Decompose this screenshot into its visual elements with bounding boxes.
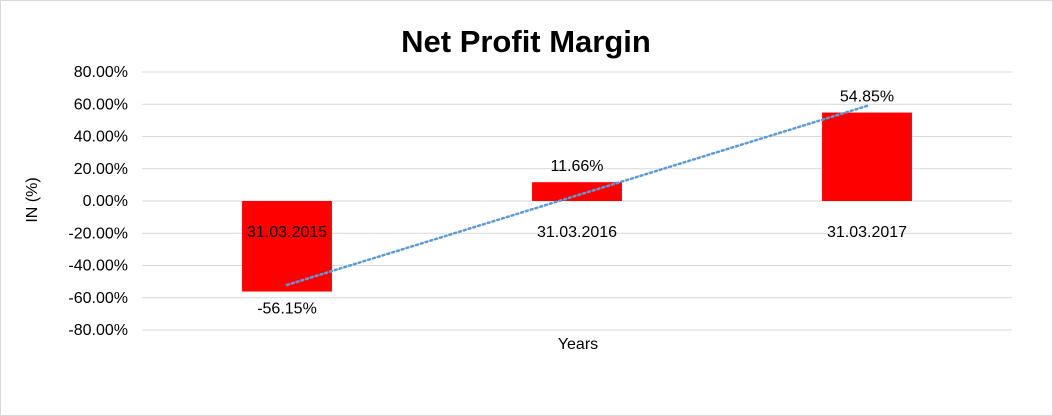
y-axis-ticks: 80.00% 60.00% 40.00% 20.00% 0.00% -20.00% -40.… <box>68 64 128 339</box>
y-tick-label: 40.00% <box>74 129 128 146</box>
bar <box>532 182 622 201</box>
data-label: 54.85% <box>840 89 894 106</box>
y-tick-label: 20.00% <box>74 161 128 178</box>
category-labels: 31.03.2015 31.03.2016 31.03.2017 <box>247 224 907 241</box>
category-label: 31.03.2017 <box>827 224 907 241</box>
trendline <box>285 104 869 287</box>
y-tick-label: -40.00% <box>68 258 128 275</box>
data-label: -56.15% <box>257 301 317 318</box>
y-tick-label: -80.00% <box>68 322 128 339</box>
x-axis-label: Years <box>558 336 598 353</box>
trendline-path <box>285 104 869 287</box>
category-label: 31.03.2016 <box>537 224 617 241</box>
y-tick-label: -60.00% <box>68 290 128 307</box>
bar <box>242 201 332 292</box>
gridlines <box>142 71 1012 331</box>
y-tick-label: 0.00% <box>83 193 128 210</box>
chart-title: Net Profit Margin <box>401 24 651 59</box>
y-tick-label: 80.00% <box>74 64 128 81</box>
bar <box>822 112 912 201</box>
category-label: 31.03.2015 <box>247 224 327 241</box>
y-tick-label: 60.00% <box>74 96 128 113</box>
data-labels: -56.15% 11.66% 54.85% <box>257 89 894 318</box>
y-axis-label: IN (%) <box>24 177 41 222</box>
data-label: 11.66% <box>550 158 603 175</box>
bars <box>242 112 912 292</box>
y-tick-label: -20.00% <box>68 225 128 242</box>
